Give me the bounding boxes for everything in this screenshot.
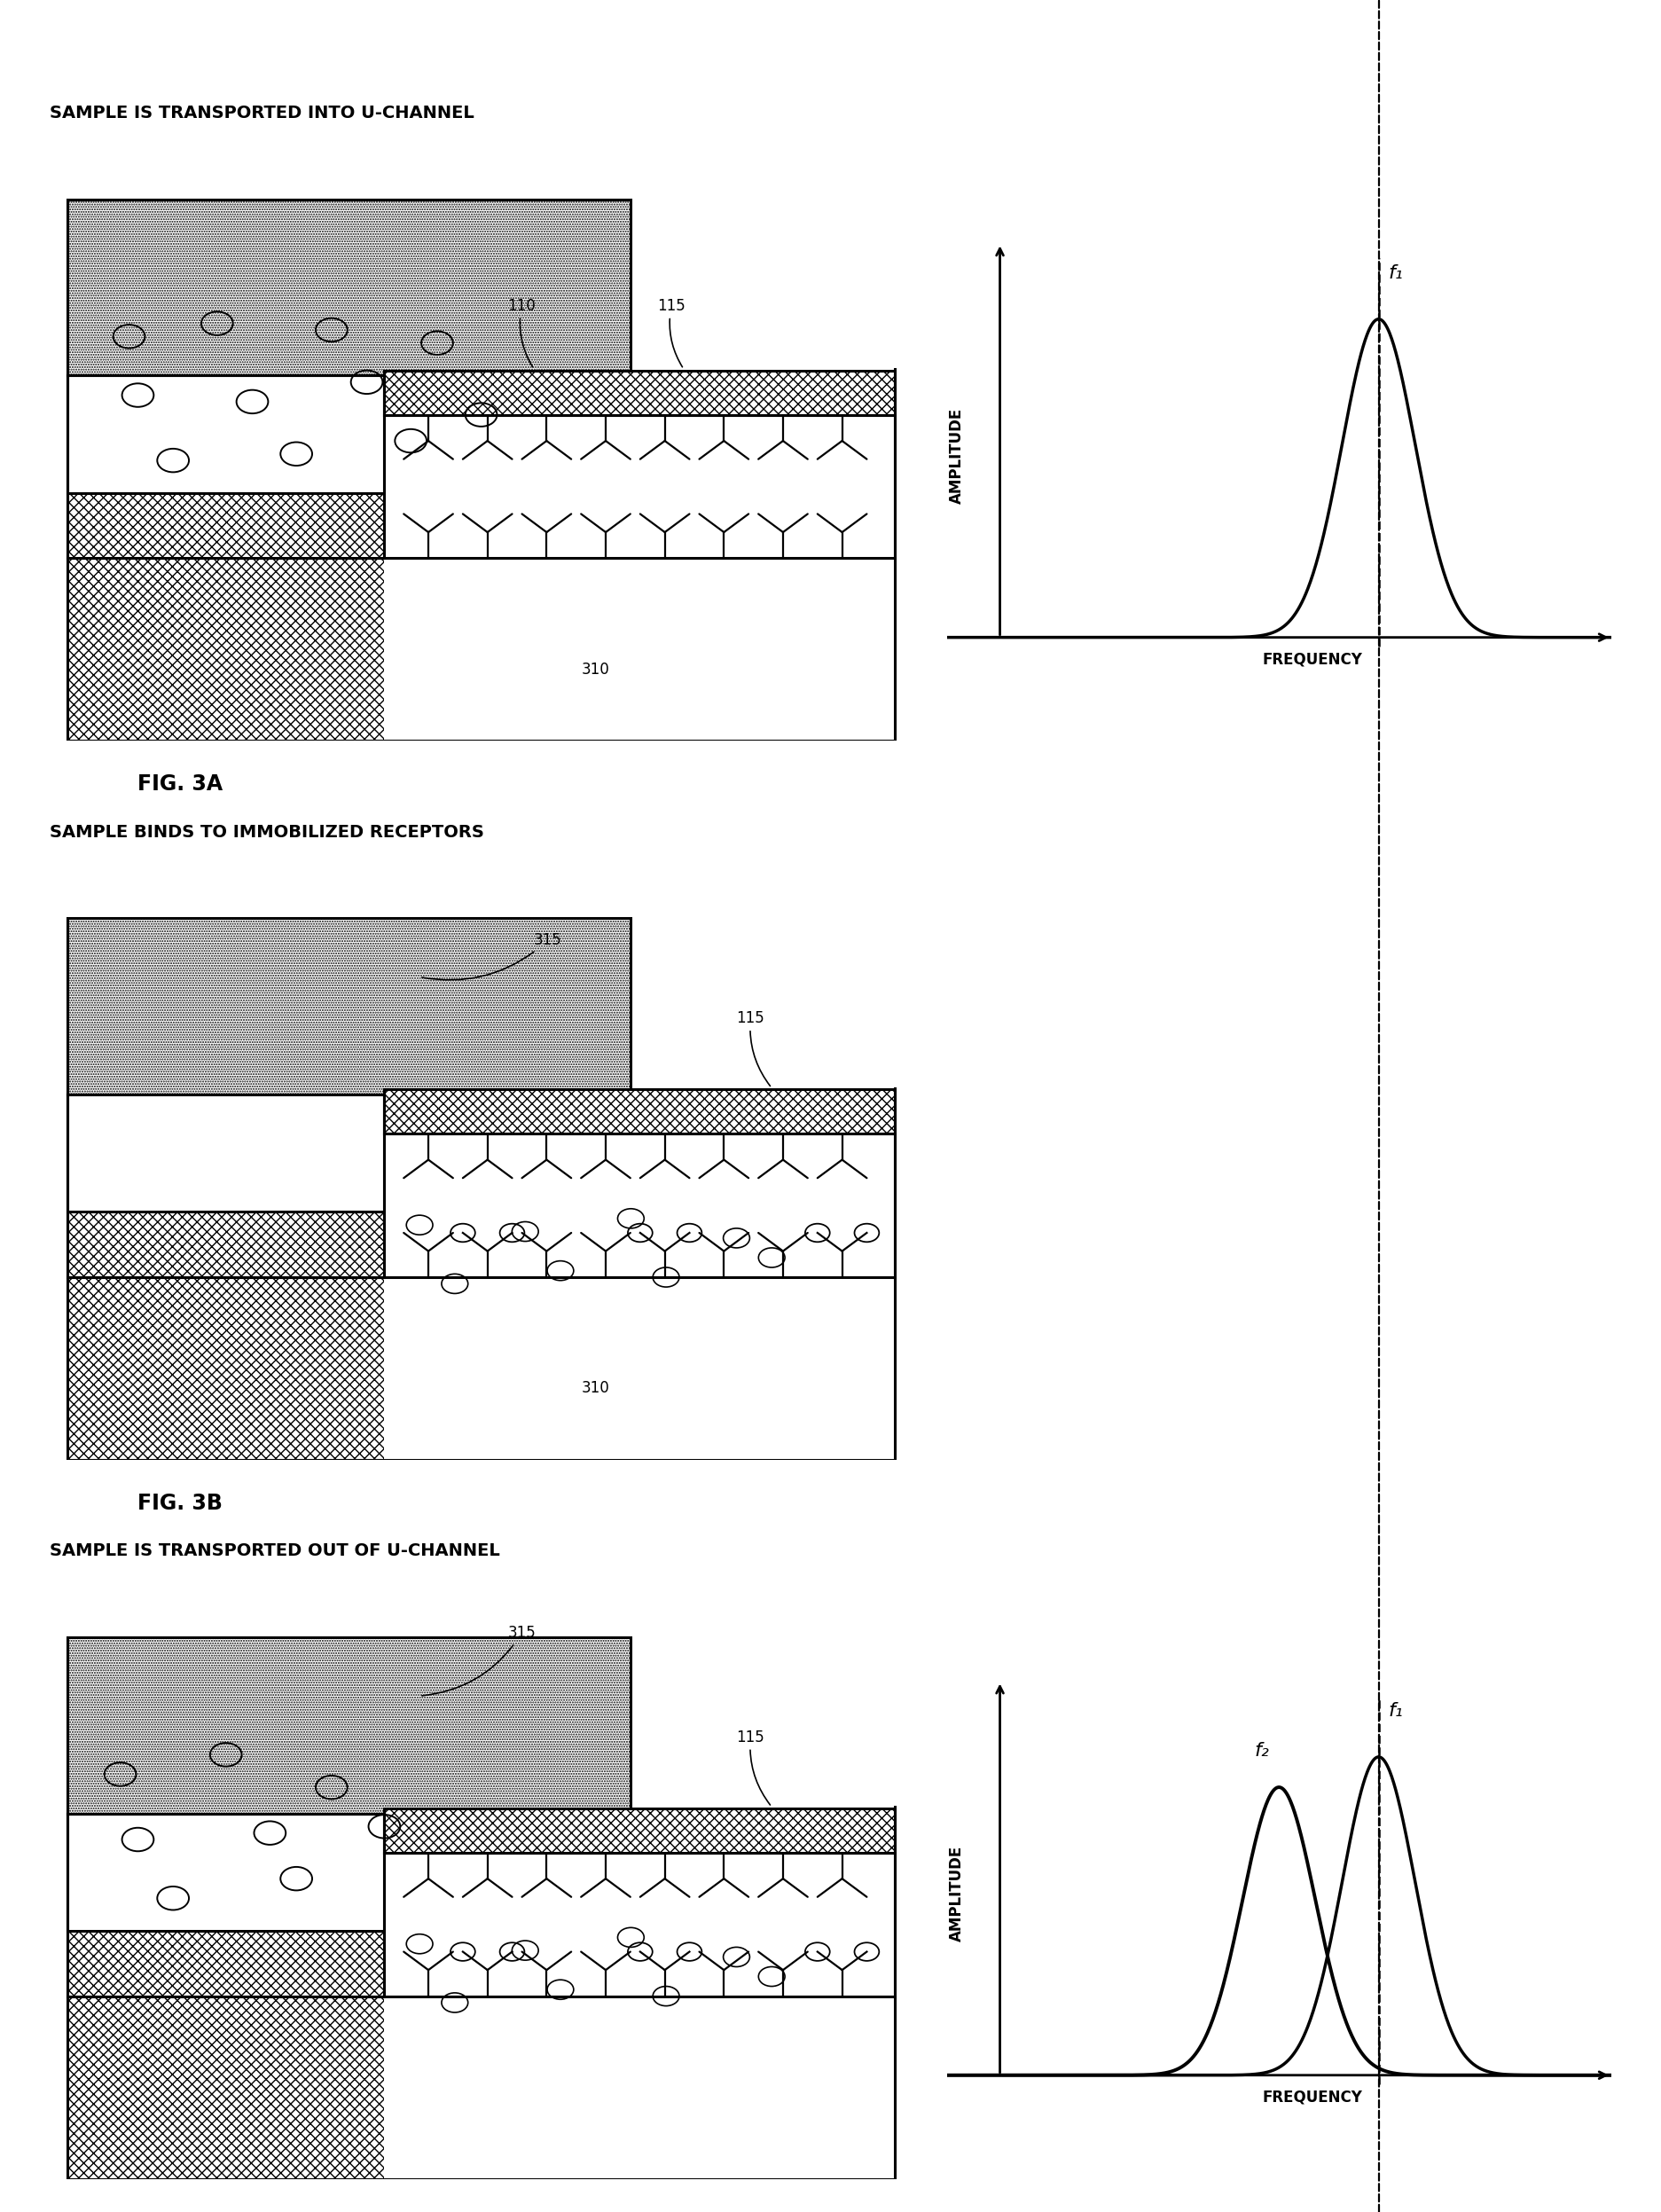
Bar xyxy=(68,1095,384,1276)
Text: 115: 115 xyxy=(658,299,686,367)
Text: FREQUENCY: FREQUENCY xyxy=(1262,2088,1362,2106)
Bar xyxy=(384,1276,895,1460)
Text: AMPLITUDE: AMPLITUDE xyxy=(948,1845,965,1942)
Bar xyxy=(384,1854,895,1995)
Text: 115: 115 xyxy=(736,1011,771,1086)
Text: FIG. 3B: FIG. 3B xyxy=(138,1493,223,1513)
Text: 315: 315 xyxy=(422,1626,537,1697)
Text: f₁: f₁ xyxy=(1389,1703,1404,1721)
Text: FIG. 3A: FIG. 3A xyxy=(138,774,223,794)
Bar xyxy=(384,369,895,416)
Bar xyxy=(68,918,631,1095)
Bar xyxy=(68,1995,895,2179)
Bar xyxy=(68,1095,384,1212)
Text: SAMPLE IS TRANSPORTED INTO U-CHANNEL: SAMPLE IS TRANSPORTED INTO U-CHANNEL xyxy=(50,104,475,122)
Text: f₂: f₂ xyxy=(1254,1741,1269,1759)
Bar xyxy=(384,1133,895,1276)
Bar xyxy=(384,557,895,741)
Text: 110: 110 xyxy=(508,299,537,367)
Text: SAMPLE BINDS TO IMMOBILIZED RECEPTORS: SAMPLE BINDS TO IMMOBILIZED RECEPTORS xyxy=(50,823,485,841)
Bar xyxy=(384,1995,895,2179)
Text: 315: 315 xyxy=(422,931,561,980)
Text: SAMPLE IS TRANSPORTED OUT OF U-CHANNEL: SAMPLE IS TRANSPORTED OUT OF U-CHANNEL xyxy=(50,1542,500,1559)
Bar xyxy=(68,557,895,741)
Bar xyxy=(68,376,384,557)
Bar xyxy=(68,199,631,376)
Bar xyxy=(68,1276,895,1460)
Text: AMPLITUDE: AMPLITUDE xyxy=(948,407,965,504)
Bar xyxy=(384,1088,895,1133)
Bar xyxy=(68,1814,384,1931)
Text: 115: 115 xyxy=(736,1730,771,1805)
Bar xyxy=(384,1807,895,1854)
Text: 310: 310 xyxy=(581,1380,610,1396)
Bar xyxy=(384,416,895,557)
Text: f₁: f₁ xyxy=(1389,265,1404,283)
Text: 310: 310 xyxy=(581,661,610,677)
Text: FREQUENCY: FREQUENCY xyxy=(1262,650,1362,668)
Bar xyxy=(68,1814,384,1995)
Bar xyxy=(68,376,384,493)
Bar xyxy=(68,1637,631,1814)
